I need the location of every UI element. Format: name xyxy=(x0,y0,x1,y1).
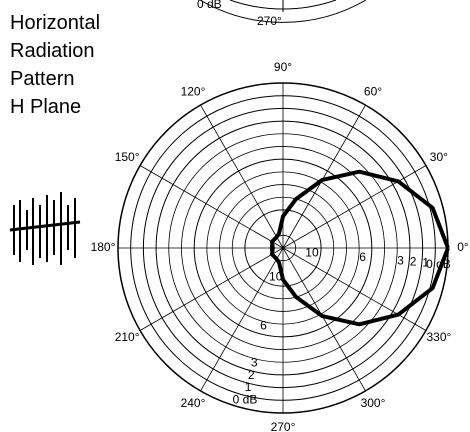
fragment-label: 270° xyxy=(257,14,282,28)
angle-label: 240° xyxy=(181,396,206,410)
r-tick-label: 10 xyxy=(269,269,283,283)
fragment-arc xyxy=(199,0,367,23)
angle-label: 30° xyxy=(430,150,448,164)
r-tick-label: 6 xyxy=(359,250,366,264)
grid-spoke xyxy=(139,247,284,331)
title-line: Horizontal xyxy=(10,12,100,34)
grid-ring xyxy=(130,95,436,401)
grid-ring xyxy=(155,120,411,376)
title-line: Radiation xyxy=(10,40,95,62)
r-tick-label: 3 xyxy=(397,253,404,267)
angle-label: 180° xyxy=(91,240,116,254)
top-fragment xyxy=(199,0,367,23)
r-tick-label: 6 xyxy=(260,319,267,333)
grid-spoke xyxy=(282,247,427,331)
r-tick-label: 1 xyxy=(422,256,429,270)
r-tick-label: 2 xyxy=(410,255,417,269)
angle-label: 60° xyxy=(364,84,382,98)
angle-label: 120° xyxy=(181,84,206,98)
grid-ring xyxy=(193,158,373,338)
angle-label: 90° xyxy=(274,60,292,74)
grid-spoke xyxy=(282,165,427,249)
angle-label: 300° xyxy=(361,396,386,410)
title-line: H Plane xyxy=(10,96,81,118)
pattern-line xyxy=(270,169,450,327)
angle-label: 0° xyxy=(457,240,469,254)
grid-spoke xyxy=(282,247,366,392)
grid-ring xyxy=(244,209,322,287)
r-tick-label: 10 xyxy=(305,246,319,260)
grid-spoke xyxy=(200,247,284,392)
grid-spoke xyxy=(200,104,284,249)
antenna-icon xyxy=(9,192,81,265)
angle-label: 210° xyxy=(115,330,140,344)
title-line: Pattern xyxy=(10,68,74,90)
angle-label: 330° xyxy=(426,330,451,344)
grid-ring xyxy=(142,107,424,389)
angle-label: 270° xyxy=(271,420,296,432)
grid-spoke xyxy=(282,104,366,249)
angle-label: 150° xyxy=(115,150,140,164)
grid-spoke xyxy=(139,165,284,249)
r-tick-label: 1 xyxy=(245,380,252,394)
r-tick-label: 2 xyxy=(248,368,255,382)
fragment-label: 0 dB xyxy=(197,0,222,11)
r-tick-label: 3 xyxy=(251,356,258,370)
r-tick-label: 0 dB xyxy=(233,393,258,407)
